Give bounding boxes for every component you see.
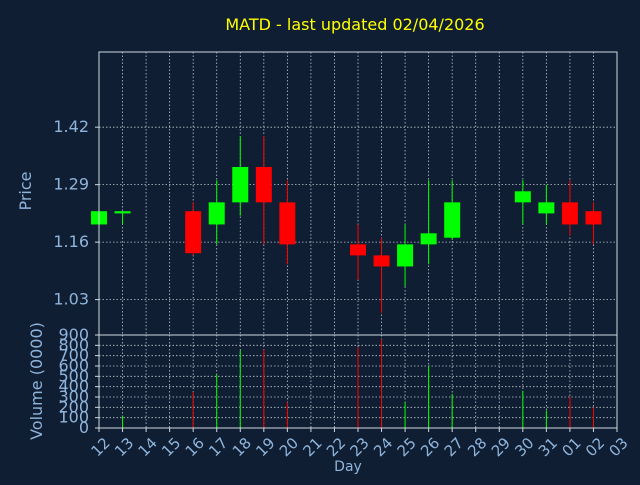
volume-tick-label: 900 <box>58 325 89 344</box>
price-tick-label: 1.42 <box>53 117 89 136</box>
price-tick-label: 1.29 <box>53 175 89 194</box>
candle-body-19 <box>255 166 272 203</box>
candle-body-30 <box>514 191 531 203</box>
candle-body-27 <box>444 202 461 238</box>
volume-tick-label: 400 <box>58 377 89 396</box>
candle-body-31 <box>538 202 555 214</box>
candle-body-17 <box>208 202 225 225</box>
candle-body-23 <box>350 244 366 256</box>
candle-body-24 <box>373 255 390 267</box>
price-tick-label: 1.16 <box>53 232 89 251</box>
chart-title: MATD - last updated 02/04/2026 <box>225 15 484 34</box>
candle-body-02 <box>585 211 602 225</box>
x-axis-label: Day <box>334 459 362 475</box>
price-candles <box>91 136 602 313</box>
volume-tick-label: 300 <box>58 387 89 406</box>
candle-body-20 <box>279 202 296 245</box>
volume-bars <box>122 339 594 428</box>
candle-body-18 <box>232 166 249 203</box>
candle-body-25 <box>397 244 414 267</box>
volume-tick-label: 700 <box>58 346 89 365</box>
volume-tick-label: 500 <box>58 366 89 385</box>
volume-tick-label: 600 <box>58 356 89 375</box>
price-y-ticks: 1.03 1.16 1.29 1.42 <box>53 117 99 309</box>
candle-body-01 <box>561 202 578 225</box>
volume-tick-label: 800 <box>58 335 89 354</box>
volume-tick-label: 200 <box>58 397 89 416</box>
candle-body-13 <box>114 211 131 214</box>
candle-body-16 <box>185 211 202 254</box>
volume-tick-label: 0 <box>79 418 89 437</box>
price-axis-label: Price <box>16 171 35 210</box>
volume-tick-label: 100 <box>58 408 89 427</box>
price-tick-label: 1.03 <box>53 290 89 309</box>
volume-axis-label: Volume (0000) <box>27 322 46 440</box>
candle-body-26 <box>420 233 437 245</box>
